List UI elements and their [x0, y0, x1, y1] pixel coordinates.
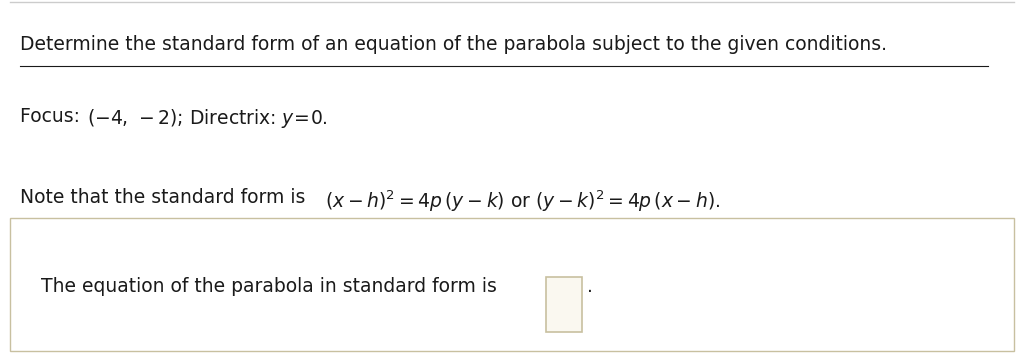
Text: Note that the standard form is: Note that the standard form is: [20, 188, 312, 207]
Text: Determine the standard form of an equation of the parabola subject to the given : Determine the standard form of an equati…: [20, 36, 888, 55]
FancyBboxPatch shape: [546, 277, 582, 332]
Text: Focus:: Focus:: [20, 106, 86, 126]
Text: The equation of the parabola in standard form is: The equation of the parabola in standard…: [41, 277, 503, 296]
Text: $(-4,\,-2)$; Directrix: $y\!=\!0.$: $(-4,\,-2)$; Directrix: $y\!=\!0.$: [87, 106, 328, 130]
FancyBboxPatch shape: [10, 218, 1014, 351]
Text: .: .: [587, 277, 593, 296]
Text: $(x-h)^{2}=4p\,(y-k)$ or $(y-k)^{2}=4p\,(x-h).$: $(x-h)^{2}=4p\,(y-k)$ or $(y-k)^{2}=4p\,…: [325, 188, 720, 214]
